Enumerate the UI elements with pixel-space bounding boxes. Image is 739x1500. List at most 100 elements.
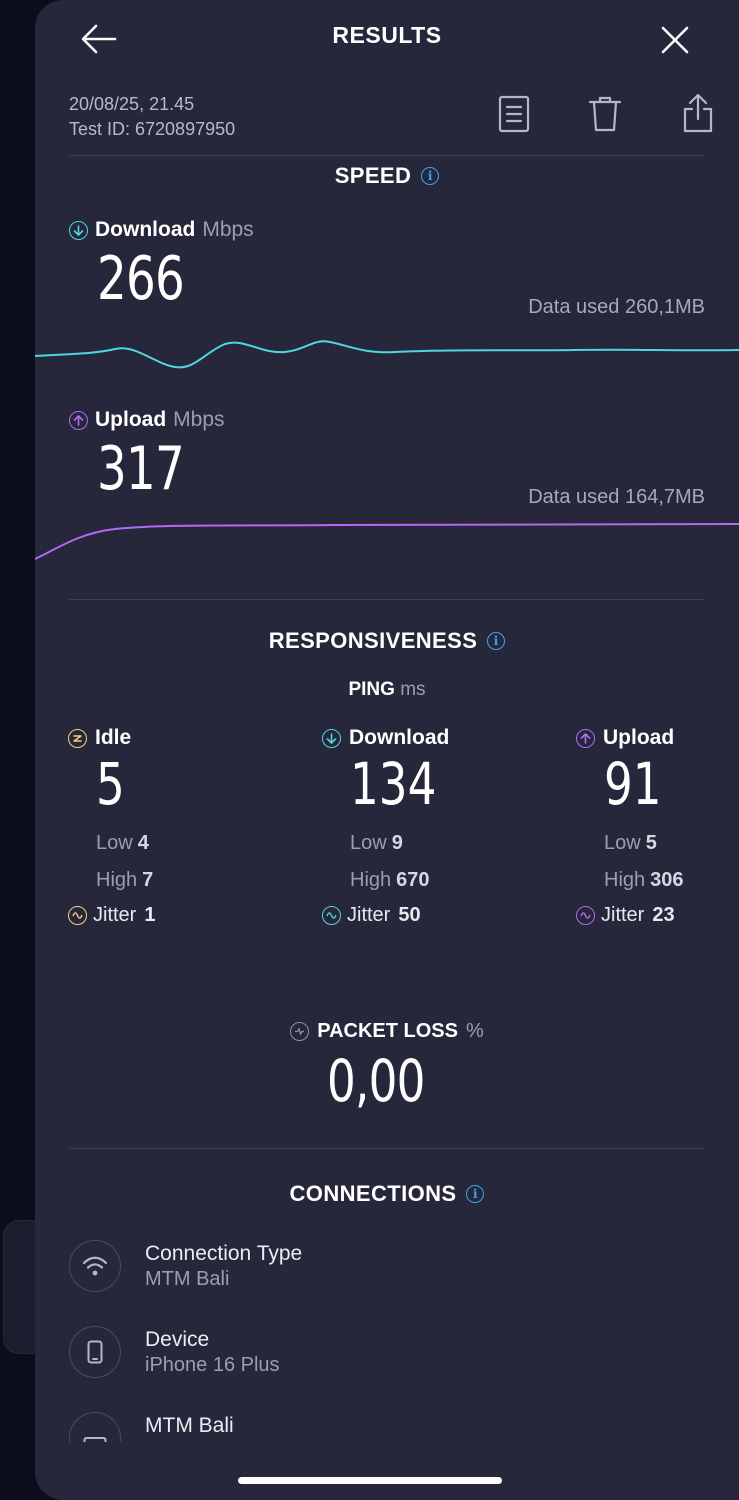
upload-jitter: Jitter 23	[576, 904, 675, 927]
download-arrow-icon	[322, 728, 341, 748]
idle-low-value: 4	[137, 832, 149, 854]
high-label: High	[604, 869, 646, 891]
server-title: MTM Bali	[145, 1414, 234, 1437]
server-item[interactable]: MTM Bali	[69, 1412, 669, 1442]
connections-section-title: CONNECTIONS i	[35, 1181, 739, 1207]
upload-high-value: 306	[650, 869, 684, 891]
low-label: Low	[96, 832, 133, 854]
info-icon[interactable]: i	[466, 1185, 485, 1203]
download-label: Download Mbps	[69, 218, 254, 242]
packet-loss-heading: PACKET LOSS %	[35, 1020, 739, 1043]
speed-divider	[69, 599, 705, 600]
device-value: iPhone 16 Plus	[145, 1354, 280, 1376]
upload-unit: Mbps	[173, 408, 225, 431]
page-title: RESULTS	[332, 22, 442, 48]
device-item[interactable]: Device iPhone 16 Plus	[69, 1326, 669, 1386]
download-jitter-value: 50	[398, 904, 421, 926]
low-label: Low	[604, 832, 641, 854]
ping-download-header: Download	[322, 726, 522, 750]
wifi-icon	[69, 1240, 121, 1292]
low-label: Low	[350, 832, 387, 854]
idle-low: Low 4	[96, 832, 149, 855]
packet-loss-unit: %	[465, 1020, 484, 1042]
header-divider	[69, 155, 705, 156]
upload-high: High 306	[604, 869, 684, 892]
jitter-label: Jitter	[93, 904, 137, 926]
idle-ping-value: 5	[96, 750, 125, 818]
download-jitter: Jitter 50	[322, 904, 421, 927]
report-icon[interactable]	[495, 94, 533, 134]
phone-icon	[69, 1326, 121, 1378]
ping-upload-header: Upload	[576, 726, 739, 750]
test-id: Test ID: 6720897950	[69, 119, 236, 139]
speed-title-text: SPEED	[334, 163, 412, 188]
download-speed-value: 266	[97, 244, 185, 314]
download-high: High 670	[350, 869, 430, 892]
download-arrow-icon	[69, 220, 88, 240]
upload-ping-value: 91	[604, 750, 662, 818]
upload-label-text: Upload	[95, 408, 167, 431]
download-low: Low 9	[350, 832, 403, 855]
jitter-label: Jitter	[347, 904, 391, 926]
responsiveness-divider	[69, 1148, 705, 1149]
packet-loss-label: PACKET LOSS	[317, 1020, 458, 1042]
jitter-wave-icon	[68, 906, 87, 925]
responsiveness-title-text: RESPONSIVENESS	[268, 628, 478, 653]
high-label: High	[96, 869, 138, 891]
connection-type-item[interactable]: Connection Type MTM Bali	[69, 1240, 669, 1300]
upload-data-used: Data used 164,7MB	[528, 486, 705, 508]
results-sheet: RESULTS 20/08/25, 21.45 Test ID: 6720897…	[35, 0, 739, 1500]
ping-unit: ms	[400, 679, 426, 700]
idle-jitter: Jitter 1	[68, 904, 155, 927]
download-label-text: Download	[95, 218, 196, 241]
download-low-value: 9	[391, 832, 403, 854]
home-indicator	[238, 1477, 502, 1484]
upload-speed-graph	[35, 523, 739, 560]
jitter-wave-icon	[322, 906, 341, 925]
ping-idle-header: Idle	[68, 726, 268, 750]
idle-high: High 7	[96, 869, 153, 892]
ping-label: PING	[348, 679, 395, 700]
jitter-label: Jitter	[601, 904, 645, 926]
close-icon[interactable]	[657, 22, 693, 58]
test-date: 20/08/25, 21.45	[69, 94, 195, 114]
download-ping-value: 134	[350, 750, 437, 818]
upload-label: Upload Mbps	[69, 408, 225, 432]
upload-ping-label: Upload	[603, 726, 675, 749]
connection-type-value: MTM Bali	[145, 1268, 230, 1290]
server-icon	[69, 1412, 121, 1442]
trash-icon[interactable]	[586, 94, 624, 134]
upload-speed-value: 317	[97, 434, 185, 504]
idle-icon	[68, 728, 87, 748]
responsiveness-section-title: RESPONSIVENESS i	[35, 628, 739, 654]
upload-low-value: 5	[645, 832, 657, 854]
ping-download-column: Download 134 Low 9 High 670 Jitter 50	[322, 726, 522, 926]
upload-low: Low 5	[604, 832, 657, 855]
upload-jitter-value: 23	[652, 904, 675, 926]
packet-loss-icon	[290, 1022, 310, 1041]
upload-arrow-icon	[576, 728, 595, 748]
connections-title-text: CONNECTIONS	[289, 1181, 457, 1206]
idle-high-value: 7	[142, 869, 154, 891]
idle-jitter-value: 1	[144, 904, 156, 926]
info-icon[interactable]: i	[421, 167, 440, 185]
info-icon[interactable]: i	[487, 632, 506, 650]
back-arrow-icon[interactable]	[79, 20, 119, 58]
download-unit: Mbps	[202, 218, 254, 241]
ping-upload-column: Upload 91 Low 5 High 306 Jitter 23	[576, 726, 739, 926]
share-icon[interactable]	[679, 92, 717, 134]
download-data-used: Data used 260,1MB	[528, 296, 705, 318]
device-title: Device	[145, 1328, 210, 1351]
idle-label: Idle	[95, 726, 132, 749]
connection-type-title: Connection Type	[145, 1242, 303, 1265]
download-high-value: 670	[396, 869, 430, 891]
high-label: High	[350, 869, 392, 891]
download-speed-graph	[35, 340, 739, 369]
ping-idle-column: Idle 5 Low 4 High 7 Jitter 1	[68, 726, 268, 926]
speed-section-title: SPEED i	[35, 163, 739, 189]
ping-heading: PING ms	[35, 679, 739, 701]
download-ping-label: Download	[349, 726, 450, 749]
packet-loss-value: 0,00	[327, 1047, 425, 1115]
upload-arrow-icon	[69, 410, 88, 430]
jitter-wave-icon	[576, 906, 595, 925]
